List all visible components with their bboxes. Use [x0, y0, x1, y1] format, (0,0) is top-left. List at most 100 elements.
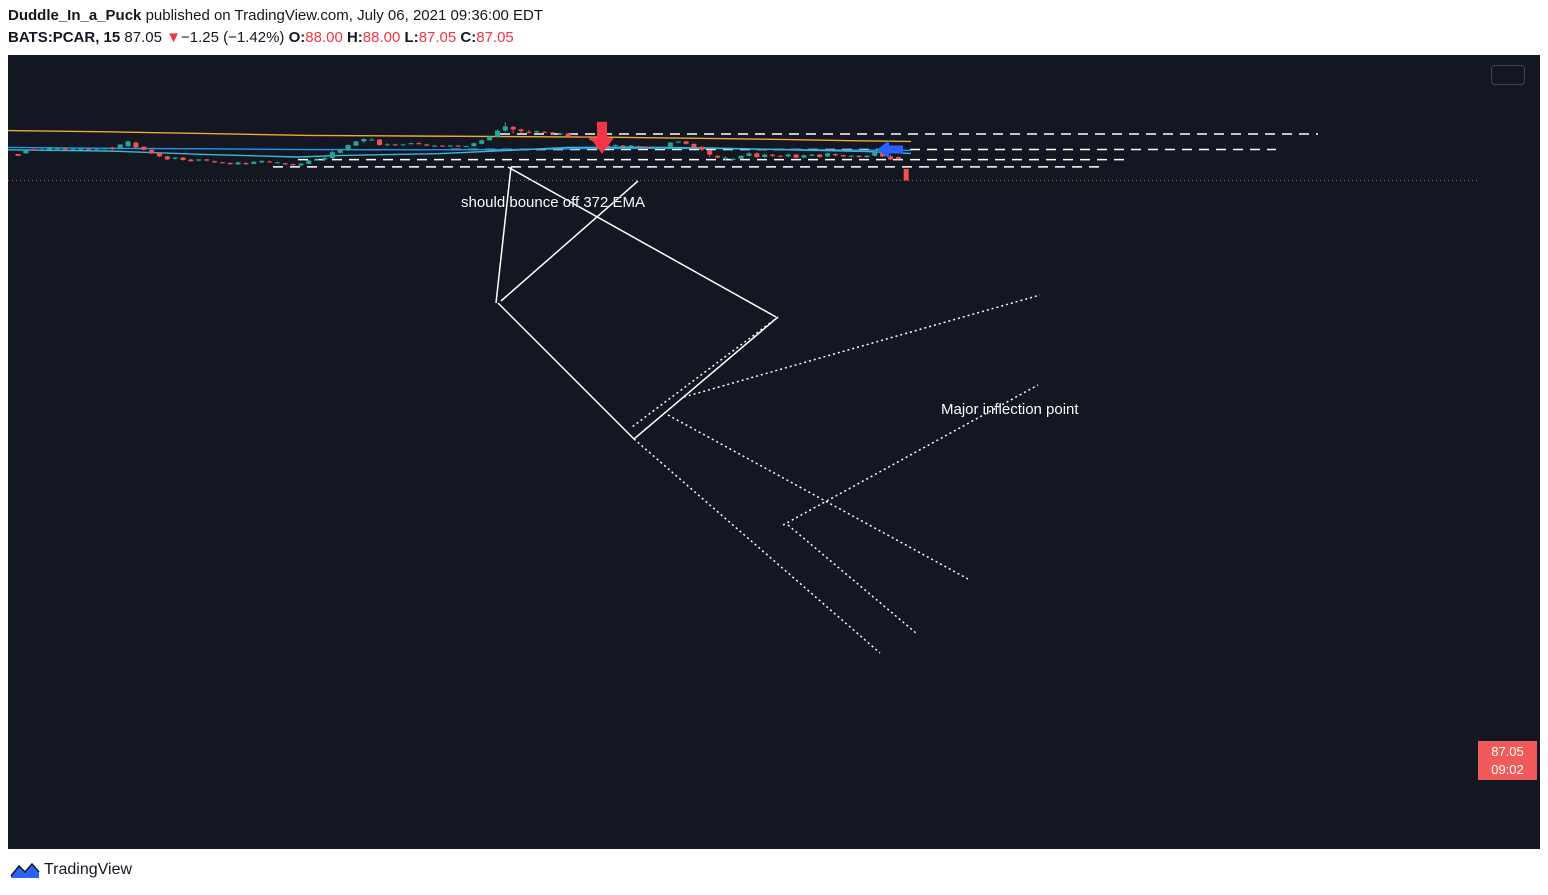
candle-body	[754, 153, 760, 157]
candle-body	[188, 159, 194, 162]
candle	[455, 145, 461, 147]
candle-body	[298, 163, 304, 166]
chart-pane[interactable]: should bounce off 372 EMA Major inflecti…	[8, 55, 1540, 849]
candle-body	[518, 129, 524, 132]
candle	[856, 155, 862, 158]
candle-body	[848, 155, 854, 157]
candle	[86, 148, 92, 151]
candle	[675, 141, 681, 144]
screenshot-toggle-button[interactable]	[1491, 65, 1525, 85]
candle	[667, 142, 673, 148]
candle	[542, 131, 548, 133]
trendline-dotted	[787, 524, 917, 634]
candle	[809, 154, 815, 157]
candle-body	[353, 141, 359, 146]
candle-body	[432, 145, 438, 147]
down-arrow-icon	[590, 121, 614, 154]
candle	[235, 161, 241, 165]
candle	[125, 140, 131, 147]
candle-body	[54, 147, 60, 150]
candle-body	[699, 146, 705, 150]
candle	[377, 139, 383, 146]
candle-body	[156, 152, 162, 157]
candle-body	[620, 145, 626, 147]
footer-brand[interactable]: TradingView	[10, 861, 132, 879]
candle	[392, 143, 398, 146]
candle	[872, 151, 878, 157]
candle	[817, 154, 823, 158]
candle	[903, 169, 909, 181]
ema-bounce-note[interactable]: should bounce off 372 EMA	[461, 194, 646, 211]
candle	[274, 161, 280, 164]
candle-body	[825, 153, 831, 157]
candle-body	[880, 152, 886, 157]
author-name[interactable]: Duddle_In_a_Puck	[8, 7, 142, 24]
candle	[660, 146, 666, 149]
ohlc-legend: BATS:PCAR, 15 87.05 ▼−1.25 (−1.42%) O:88…	[8, 29, 514, 46]
candle-body	[204, 159, 210, 161]
candle-body	[447, 145, 453, 147]
candle-body	[895, 157, 901, 159]
candle	[785, 153, 791, 157]
candle-body	[416, 143, 422, 145]
candle	[78, 148, 84, 151]
close-label: C:	[460, 29, 477, 46]
candle	[94, 148, 100, 150]
candle	[581, 136, 587, 139]
candle	[628, 145, 634, 147]
candle-body	[164, 156, 170, 160]
candle	[259, 160, 265, 163]
candle-body	[746, 153, 752, 156]
candle	[416, 142, 422, 145]
candle	[487, 136, 493, 141]
candle-body	[463, 146, 469, 148]
candle-body	[133, 142, 139, 148]
candle-body	[762, 154, 768, 157]
trendline-dotted	[667, 414, 969, 580]
candle-body	[94, 148, 100, 150]
candle	[636, 145, 642, 148]
candle-body	[707, 150, 713, 155]
candle	[738, 155, 744, 160]
candle	[384, 143, 390, 146]
candle	[424, 143, 430, 147]
candle-body	[722, 157, 728, 159]
price-tag-countdown: 09:02	[1491, 762, 1524, 777]
candle	[557, 133, 563, 135]
candle-body	[644, 146, 650, 148]
candle-body	[15, 154, 21, 156]
price-chart[interactable]	[8, 55, 1540, 849]
candle-body	[384, 144, 390, 146]
candle	[141, 146, 147, 151]
last-price: 87.05	[124, 29, 162, 46]
candle	[400, 143, 406, 146]
candle-body	[549, 132, 555, 134]
candle-body	[691, 143, 697, 148]
candle-body	[251, 161, 257, 164]
candle	[196, 158, 202, 162]
candle	[109, 146, 115, 150]
candle-body	[180, 157, 186, 160]
candle	[895, 156, 901, 160]
candle	[23, 150, 29, 154]
candle	[149, 149, 155, 154]
candle-body	[534, 131, 540, 133]
candle	[101, 148, 107, 150]
candle	[408, 142, 414, 145]
candle-body	[259, 160, 265, 163]
candle	[54, 147, 60, 150]
candle	[172, 157, 178, 160]
published-text: published on TradingView.com, July 06, 2…	[145, 7, 544, 24]
candle	[683, 140, 689, 145]
candle	[156, 152, 162, 157]
candle	[825, 152, 831, 157]
candle-body	[400, 144, 406, 146]
candle-body	[86, 148, 92, 150]
candle	[345, 144, 351, 151]
candle-body	[282, 163, 288, 165]
candle-body	[502, 126, 508, 131]
candle-body	[290, 164, 296, 166]
open-value: 88.00	[305, 29, 343, 46]
candle	[15, 154, 21, 156]
inflection-point-note[interactable]: Major inflection point	[941, 401, 1079, 418]
